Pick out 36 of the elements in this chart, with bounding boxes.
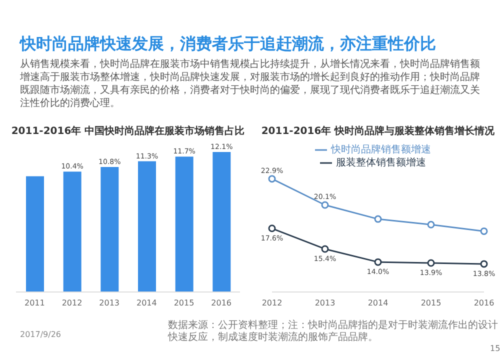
x-tick-label: 2012 (262, 298, 282, 308)
point (427, 220, 435, 228)
point (427, 259, 435, 267)
x-tick-label: 2015 (420, 298, 442, 308)
legend-label: 快时尚品牌销售额增速 (331, 144, 431, 156)
bar (26, 176, 44, 292)
text: 15 (490, 344, 500, 353)
x-tick-label: 2014 (136, 298, 157, 308)
text: 从销售规模来看，快时尚品牌在服装市场中销售规模占比持续提升，从增长情况来看，快时尚品牌销售额增速高于服装市场整体增速，快时尚品牌快速发展，对服装市场的增长起到良好的推动作用；快时尚品牌既跟随市场潮流，又具有亲民的价格，消费者对于快时尚的偏爱，展现了现代消费者既乐于追赶潮流又关注性价比的消费心理。 (20, 58, 481, 110)
x-tick-label: 2016 (211, 298, 232, 308)
source-note: 数据来源：公开资料整理；注：快时尚品牌指的是对于时装潮流作出的设计快速反应，制成速度时装潮流的服饰产品品牌。 (168, 320, 498, 344)
bar (212, 152, 231, 292)
bar (63, 172, 82, 292)
x-tick-label: 2013 (314, 298, 336, 308)
point (480, 227, 488, 235)
chart-title: 2011-2016年 中国快时尚品牌在服装市场销售占比 (10, 124, 246, 138)
text: 2017/9/26 (20, 330, 62, 339)
point (374, 215, 382, 223)
text: 快时尚品牌快速发展，消费者乐于追赶潮流，亦注重性价比 (20, 34, 437, 55)
point (374, 258, 382, 266)
x-tick-label: 2011 (24, 298, 45, 308)
point (268, 224, 276, 232)
point (480, 260, 488, 268)
point (268, 175, 276, 183)
x-tick-label: 2014 (368, 298, 388, 308)
legend-label: 服装整体销售额增速 (336, 157, 426, 168)
x-tick-label: 2015 (174, 298, 194, 308)
bar (138, 161, 156, 292)
x-tick-label: 2016 (474, 298, 494, 308)
point (321, 245, 329, 253)
bar (175, 156, 194, 292)
chart-title: 2011-2016年 快时尚品牌与服装整体销售增长情况 (260, 124, 496, 138)
x-tick-label: 2013 (99, 298, 120, 308)
point (321, 201, 329, 209)
bar (100, 167, 119, 292)
x-tick-label: 2012 (62, 298, 82, 308)
